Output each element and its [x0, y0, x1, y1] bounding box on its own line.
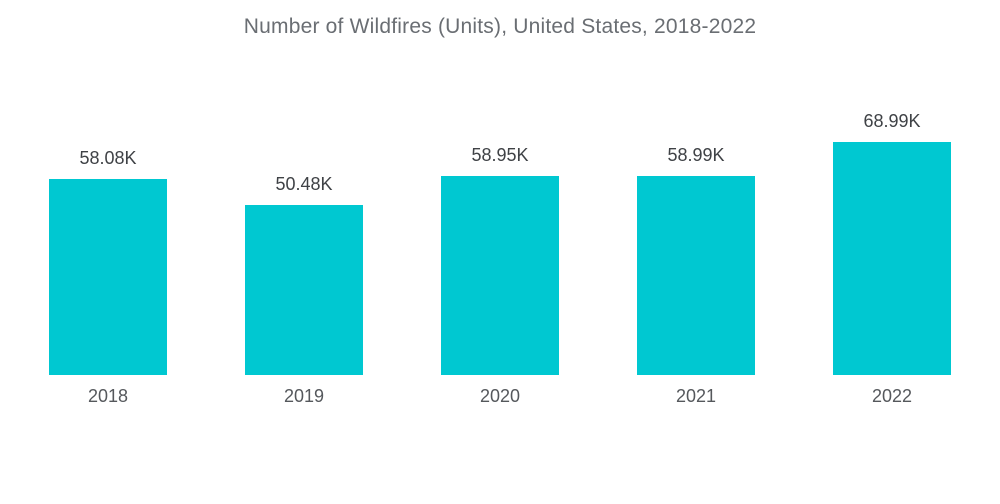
bar — [441, 176, 559, 375]
bar-value-label: 58.95K — [471, 145, 529, 165]
bar-chart-plot-area: 58.08K 2018 50.48K 2019 58.95K 2020 58.9… — [10, 100, 990, 407]
bar — [637, 176, 755, 375]
bar-column: 68.99K 2022 — [794, 100, 990, 407]
bar-area: 58.99K — [637, 100, 755, 375]
bar-value-label: 50.48K — [275, 174, 333, 194]
bar-area: 58.95K — [441, 100, 559, 375]
x-axis-category-label: 2019 — [283, 386, 325, 406]
bar-value-label: 58.99K — [667, 145, 725, 165]
bar — [833, 142, 951, 375]
bar-value-label: 58.08K — [79, 148, 137, 168]
bar-area: 68.99K — [833, 100, 951, 375]
x-axis-category-label: 2020 — [479, 386, 521, 406]
bar — [245, 205, 363, 375]
bar-column: 58.99K 2021 — [598, 100, 794, 407]
bar-column: 58.08K 2018 — [10, 100, 206, 407]
bar — [49, 179, 167, 375]
bar-column: 58.95K 2020 — [402, 100, 598, 407]
x-axis-category-label: 2022 — [871, 386, 913, 406]
chart-title: Number of Wildfires (Units), United Stat… — [243, 15, 757, 38]
bar-area: 50.48K — [245, 100, 363, 375]
x-axis-category-label: 2021 — [675, 386, 717, 406]
bar-area: 58.08K — [49, 100, 167, 375]
bar-value-label: 68.99K — [863, 111, 921, 131]
x-axis-category-label: 2018 — [87, 386, 129, 406]
bar-column: 50.48K 2019 — [206, 100, 402, 407]
